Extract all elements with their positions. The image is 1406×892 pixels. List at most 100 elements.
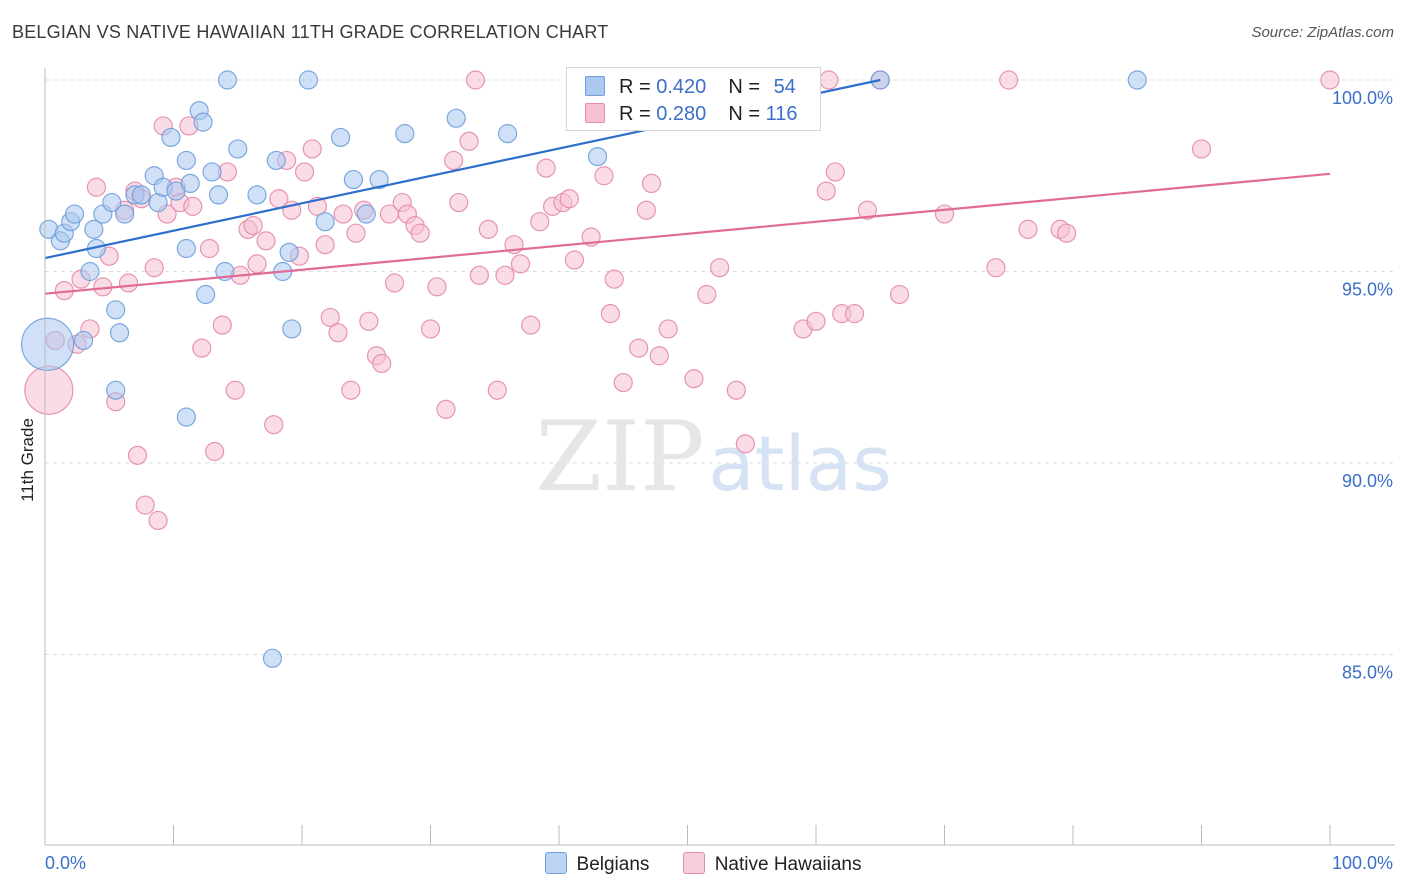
hawaiian-point	[24, 365, 74, 415]
grid-layer	[45, 79, 1395, 655]
legend-label: Native Hawaiians	[714, 854, 862, 875]
hawaiian-swatch	[585, 103, 605, 123]
hawaiian-point	[333, 204, 353, 224]
y-tick-label: 95.0%	[1342, 280, 1393, 300]
belgian-point	[587, 147, 608, 167]
legend-item-native-hawaiians[interactable]: Native Hawaiians	[682, 852, 862, 876]
hawaiian-point	[135, 495, 155, 515]
watermark-atlas: atlas	[708, 419, 892, 508]
hawaiian-point	[256, 231, 276, 251]
hawaiian-legend-swatch	[682, 852, 705, 874]
legend-label: Belgians	[576, 854, 650, 875]
belgian-point	[20, 317, 75, 371]
hawaiian-point	[510, 254, 531, 274]
hawaiian-point	[1056, 223, 1077, 243]
belgian-point	[180, 173, 200, 194]
hawaiian-point	[315, 235, 335, 255]
hawaiian-point	[564, 250, 585, 270]
hawaiian-point	[212, 315, 232, 335]
belgian-point	[217, 70, 238, 90]
belgian-point	[228, 139, 248, 159]
belgian-point	[115, 204, 135, 224]
hawaiian-point	[225, 380, 245, 400]
belgian-point	[161, 127, 181, 148]
hawaiian-point	[819, 70, 839, 90]
hawaiian-point	[469, 265, 489, 285]
legend-item-belgians[interactable]: Belgians	[544, 852, 650, 876]
series-legend: Belgians Native Hawaiians	[0, 852, 1406, 876]
hawaiian-point	[806, 311, 826, 331]
belgian-point	[330, 127, 351, 148]
belgian-point	[208, 185, 229, 205]
hawaiian-point	[436, 399, 456, 419]
hawaiian-point	[346, 223, 366, 243]
belgian-point	[498, 124, 518, 144]
hawaiian-point	[294, 162, 315, 182]
hawaiian-point	[302, 139, 322, 159]
hawaiian-point	[600, 304, 621, 324]
r-label: R =	[619, 103, 657, 125]
hawaiian-point	[359, 311, 379, 331]
hawaiian-point	[641, 173, 662, 194]
belgian-point	[279, 242, 299, 262]
hawaiian-point	[144, 258, 164, 278]
belgian-point	[356, 204, 376, 224]
n-label: N =	[728, 76, 766, 98]
belgian-point	[84, 219, 104, 239]
belgian-point	[369, 169, 389, 190]
hawaiian-point	[697, 284, 717, 305]
hawaiian-point	[649, 346, 669, 366]
hawaiian-point	[148, 510, 168, 531]
hawaiian-point	[536, 158, 556, 178]
hawaiian-point	[844, 304, 865, 324]
points-layer	[20, 70, 1340, 668]
n-label: N =	[728, 103, 766, 125]
belgian-point	[106, 300, 126, 320]
legend-row-native-hawaiians: R = 0.280 N = 116	[585, 103, 797, 126]
hawaiian-point	[427, 277, 447, 297]
hawaiian-point	[420, 319, 441, 339]
hawaiian-point	[604, 269, 624, 289]
n-value: 116	[765, 103, 798, 125]
belgian-point	[446, 108, 466, 128]
hawaiian-point	[372, 353, 392, 374]
belgian-point	[262, 648, 283, 668]
hawaiian-point	[410, 223, 430, 243]
hawaiian-point	[465, 70, 486, 90]
hawaiian-point	[726, 380, 746, 400]
hawaiian-point	[205, 441, 225, 462]
watermark-zip: ZIP	[535, 401, 704, 513]
hawaiian-point	[629, 338, 649, 358]
belgian-point	[176, 150, 196, 171]
belgian-point	[64, 204, 85, 224]
hawaiian-point	[889, 284, 910, 305]
hawaiian-trendline	[44, 172, 1331, 295]
hawaiian-point	[183, 196, 203, 216]
tick-labels-layer: 100.0% 95.0% 90.0% 85.0% 0.0% 100.0%	[45, 88, 1393, 873]
hawaiian-point	[530, 212, 550, 232]
belgian-point	[266, 150, 286, 171]
hawaiian-point	[192, 338, 212, 358]
hawaiian-point	[684, 369, 704, 389]
source-credit: Source: ZipAtlas.com	[1251, 24, 1394, 41]
hawaiian-point	[341, 380, 361, 400]
belgian-point	[73, 330, 94, 351]
y-axis-label: 11th Grade	[18, 418, 37, 502]
hawaiian-point	[264, 415, 284, 435]
hawaiian-point	[559, 189, 579, 209]
hawaiian-point	[986, 258, 1006, 278]
belgian-point	[1127, 70, 1147, 90]
belgian-point	[343, 169, 363, 190]
belgian-point	[102, 192, 122, 213]
hawaiian-point	[1018, 219, 1038, 239]
x-tick-label: 100.0%	[1332, 853, 1393, 873]
y-tick-label: 90.0%	[1342, 471, 1393, 491]
hawaiian-point	[636, 200, 656, 220]
hawaiian-point	[487, 380, 507, 400]
belgian-point	[193, 112, 213, 132]
belgian-point	[315, 212, 335, 232]
belgian-point	[395, 124, 415, 144]
hawaiian-point	[999, 70, 1019, 90]
hawaiian-point	[127, 445, 148, 465]
